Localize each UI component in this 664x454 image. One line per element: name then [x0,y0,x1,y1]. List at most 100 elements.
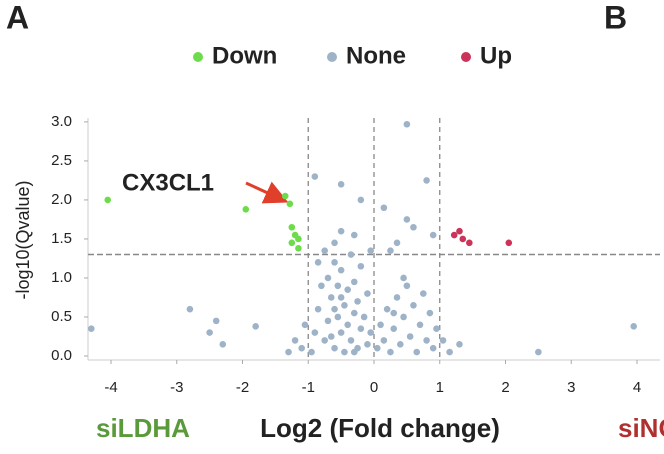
data-point [429,344,437,352]
panel-label: A [6,0,29,35]
data-point [347,337,355,344]
data-point [87,325,95,332]
data-point [403,282,411,290]
x-tick-label: -2 [236,379,249,396]
legend-marker [461,52,471,62]
data-point [337,181,345,188]
data-point [456,340,463,348]
x-tick-label: 2 [501,379,509,396]
data-point [242,205,250,213]
data-point [350,231,358,239]
data-point [387,247,394,254]
data-point [344,321,352,329]
data-point [286,200,294,208]
data-point [535,348,542,356]
x-tick-label: 0 [370,379,378,396]
data-point [308,348,315,356]
y-tick-label: 2.0 [51,191,72,208]
data-point [400,274,407,282]
data-point [410,301,417,309]
y-tick-label: 1.5 [51,230,72,247]
data-point [321,337,328,344]
data-point [360,313,368,321]
data-point [321,247,328,254]
data-point [357,262,365,270]
data-point [364,290,371,297]
data-point [314,259,322,266]
data-point [456,227,463,235]
x-tick-label: -1 [302,379,315,396]
data-point [446,348,453,356]
data-point [337,266,345,274]
x-tick-label: 4 [633,379,641,396]
y-tick-label: 0.0 [51,347,72,364]
data-point [367,329,375,336]
legend-marker [327,52,337,62]
x-tick-label: -3 [170,379,183,396]
y-tick-label: 0.5 [51,308,72,325]
data-point [357,196,365,204]
data-point [630,323,638,330]
data-point [311,329,319,336]
data-point [380,337,388,344]
data-point [393,294,401,301]
y-tick-label: 2.5 [51,152,72,169]
data-point [426,309,434,317]
group-label: siLDHA [96,413,190,443]
data-point [331,259,338,266]
data-point [350,278,358,286]
data-point [331,305,338,313]
data-point [327,333,335,340]
data-point [393,239,401,247]
data-point [288,223,296,231]
data-point [406,333,414,340]
data-point [291,337,299,344]
data-point [341,348,348,356]
data-point [281,192,289,200]
data-point [390,325,398,332]
y-axis-label: -log10(Qvalue) [13,180,33,299]
data-point [364,340,371,348]
data-point [380,204,388,212]
data-point [354,298,361,305]
data-point [206,329,213,336]
data-point [423,177,430,184]
data-point [413,348,421,356]
data-point [318,282,325,290]
data-point [505,239,513,247]
data-point [104,196,112,204]
data-point [334,282,342,290]
data-point [324,317,332,325]
data-point [416,321,424,329]
data-point [252,323,259,330]
x-axis-label: Log2 (Fold change) [260,413,500,443]
data-point [357,325,365,332]
data-point [396,340,404,348]
data-point [324,274,332,282]
legend-label: Down [212,42,277,69]
data-point [295,235,302,243]
x-tick-label: 3 [567,379,575,396]
data-point [288,239,296,247]
group-label: siNC [618,413,664,443]
data-point [334,313,342,321]
data-point [403,120,411,128]
legend-marker [193,52,203,62]
data-point [433,325,440,332]
data-point [331,344,338,352]
data-point [383,305,391,313]
data-point [314,305,322,313]
data-point [420,290,427,297]
data-point [311,173,319,180]
data-point [350,309,358,317]
data-point [466,239,473,247]
data-point [337,294,345,301]
y-tick-label: 1.0 [51,269,72,286]
data-point [327,294,335,301]
data-point [337,329,345,336]
data-point [459,235,467,243]
data-point [400,313,407,321]
data-point [450,231,458,239]
legend-label: None [346,42,406,69]
